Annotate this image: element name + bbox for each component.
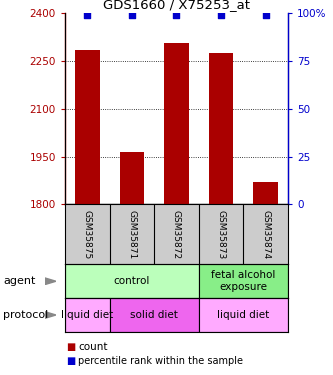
Bar xyxy=(164,44,189,204)
Point xyxy=(129,12,135,18)
Bar xyxy=(110,298,199,332)
Text: GSM35875: GSM35875 xyxy=(83,210,92,259)
Bar xyxy=(65,264,199,298)
Point xyxy=(218,12,224,18)
Text: protocol: protocol xyxy=(3,310,49,320)
Text: GSM35872: GSM35872 xyxy=(172,210,181,259)
Text: fetal alcohol
exposure: fetal alcohol exposure xyxy=(211,270,276,292)
Polygon shape xyxy=(45,312,56,318)
Title: GDS1660 / X75253_at: GDS1660 / X75253_at xyxy=(103,0,250,10)
Text: liquid diet: liquid diet xyxy=(217,310,269,320)
Bar xyxy=(209,53,233,204)
Text: ■: ■ xyxy=(67,356,76,366)
Text: GSM35874: GSM35874 xyxy=(261,210,270,259)
Bar xyxy=(75,50,100,204)
Text: GSM35873: GSM35873 xyxy=(216,210,226,259)
Text: liquid diet: liquid diet xyxy=(61,310,113,320)
Point xyxy=(263,12,268,18)
Text: percentile rank within the sample: percentile rank within the sample xyxy=(78,356,243,366)
Point xyxy=(85,12,90,18)
Polygon shape xyxy=(45,278,56,285)
Text: ■: ■ xyxy=(67,342,76,352)
Bar xyxy=(120,152,144,204)
Text: agent: agent xyxy=(3,276,36,286)
Text: GSM35871: GSM35871 xyxy=(127,210,137,259)
Point xyxy=(174,12,179,18)
Text: control: control xyxy=(114,276,150,286)
Bar xyxy=(253,182,278,204)
Bar xyxy=(199,264,288,298)
Bar xyxy=(65,298,110,332)
Text: solid diet: solid diet xyxy=(130,310,178,320)
Bar xyxy=(199,298,288,332)
Text: count: count xyxy=(78,342,108,352)
